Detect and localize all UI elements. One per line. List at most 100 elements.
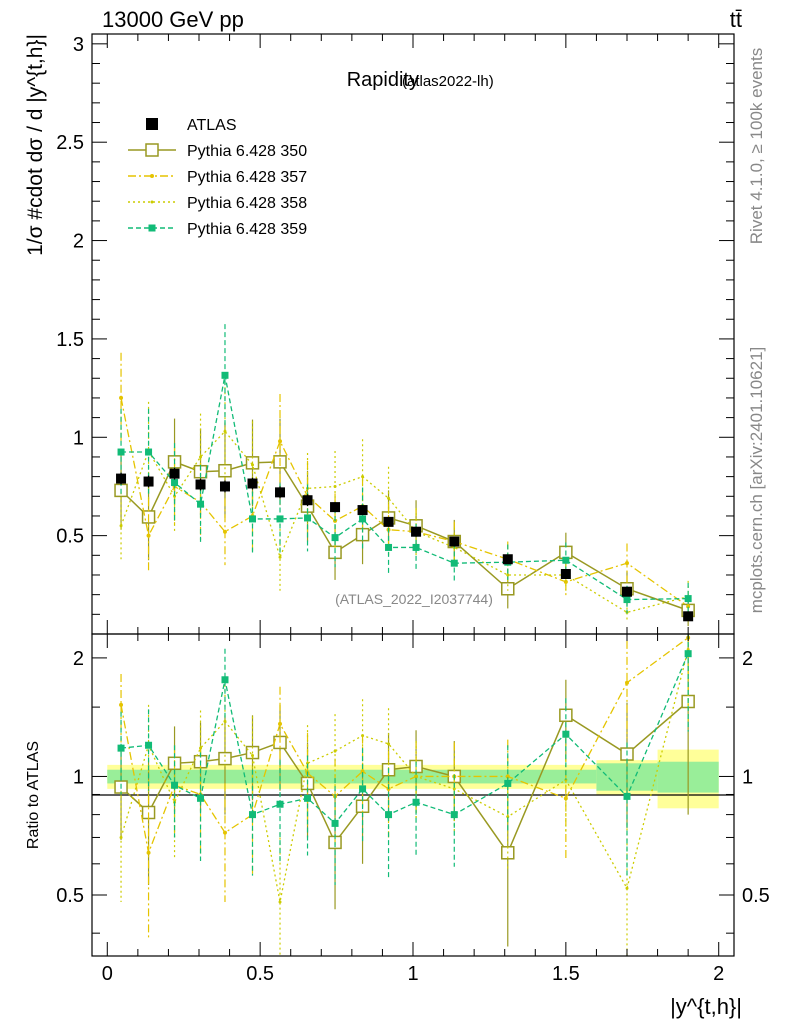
main-marker <box>501 582 515 596</box>
ratio-marker <box>199 746 203 750</box>
ratio-marker <box>145 741 153 749</box>
main-ytick-label: 0.5 <box>56 526 84 548</box>
atlas-point <box>683 611 694 622</box>
atlas-point <box>560 569 571 579</box>
ratio-marker <box>504 779 512 787</box>
x-tick-label: 2 <box>713 963 724 985</box>
ratio-marker <box>331 819 339 827</box>
legend-label: Pythia 6.428 358 <box>187 195 307 212</box>
atlas-point <box>275 487 286 498</box>
main-marker <box>218 463 232 478</box>
legend-marker <box>150 200 154 204</box>
main-line <box>121 375 689 601</box>
watermark: (ATLAS_2022_I2037744) <box>335 591 493 607</box>
main-marker <box>251 463 254 467</box>
side-text-top: Rivet 4.1.0, ≥ 100k events <box>747 48 766 244</box>
ratio-marker <box>359 785 367 793</box>
legend-marker <box>146 118 158 130</box>
atlas-point <box>330 502 341 513</box>
ratio-marker <box>218 751 232 766</box>
main-marker <box>331 534 339 542</box>
main-marker <box>145 448 153 456</box>
main-title: Rapidity <box>347 69 419 91</box>
atlas-point <box>195 479 206 490</box>
ratio-marker <box>361 734 365 738</box>
atlas-point <box>247 478 258 489</box>
legend-marker <box>148 224 156 232</box>
main-marker <box>278 555 282 559</box>
legend-marker <box>150 174 154 178</box>
ratio-marker <box>506 815 510 819</box>
legend-item: Pythia 6.428 350 <box>128 143 307 160</box>
main-marker <box>304 514 312 522</box>
ratio-ytick-label-right: 2 <box>742 648 753 670</box>
ratio-marker <box>146 850 151 855</box>
main-marker <box>249 515 256 523</box>
ratio-marker <box>684 650 692 658</box>
main-ytick-label: 1.5 <box>56 329 84 351</box>
main-marker <box>506 573 510 577</box>
legend: ATLAS Pythia 6.428 350 Pythia 6.428 357 Pyt… <box>128 117 307 238</box>
main-ytick-label: 1 <box>73 427 84 449</box>
main-line <box>120 460 689 612</box>
main-marker <box>625 561 629 566</box>
main-panel: 0.5 1 1.5 2 2.5 3 Rapidity (atlas2022-lh) 1/σ… <box>24 33 735 635</box>
atlas-point <box>219 481 230 492</box>
main-marker <box>412 543 420 551</box>
atlas-point <box>357 505 368 516</box>
legend-label: Pythia 6.428 359 <box>187 221 307 238</box>
ratio-line <box>120 637 689 856</box>
main-marker <box>385 543 393 551</box>
header-right: tt̄ <box>730 7 742 32</box>
main-marker <box>623 596 631 604</box>
main-marker <box>173 494 177 498</box>
main-marker <box>276 515 284 523</box>
atlas-point <box>449 536 460 547</box>
ratio-marker <box>278 721 283 726</box>
main-marker <box>221 371 229 379</box>
ratio-marker <box>197 794 205 802</box>
legend-marker <box>145 143 159 157</box>
x-tick-label: 0.5 <box>246 963 274 985</box>
atlas-point <box>302 495 313 506</box>
main-marker <box>359 515 367 523</box>
legend-label: ATLAS <box>187 117 237 134</box>
legend-label: Pythia 6.428 357 <box>187 169 307 186</box>
ratio-marker <box>333 749 337 753</box>
main-marker <box>119 524 123 528</box>
ratio-marker <box>385 811 393 819</box>
ratio-marker <box>625 886 629 890</box>
ratio-marker <box>276 800 284 808</box>
main-ytick-label: 3 <box>73 34 84 56</box>
legend-item: Pythia 6.428 357 <box>128 169 307 186</box>
x-tick-label: 1.5 <box>552 963 580 985</box>
main-marker <box>222 529 227 534</box>
main-marker <box>684 595 692 603</box>
ratio-marker <box>278 900 282 904</box>
ratio-ytick-label-right: 1 <box>742 766 753 788</box>
atlas-point <box>383 516 394 527</box>
main-marker <box>171 479 179 487</box>
main-ytick-label: 2.5 <box>56 132 84 154</box>
ratio-ylabel: Ratio to ATLAS <box>25 741 42 849</box>
side-text-bottom: mcplots.cern.ch [arXiv:2401.10621] <box>747 347 766 613</box>
ratio-marker <box>117 744 125 752</box>
legend-label: Pythia 6.428 350 <box>187 143 307 160</box>
ratio-ytick-label: 0.5 <box>56 885 84 907</box>
ratio-panel: 0.5 0.5 1 1 2 2 0 0.5 1 1.5 2 Ratio to ATLAS |y^{t… <box>25 633 770 1019</box>
ratio-marker <box>450 811 458 819</box>
main-marker <box>146 533 151 538</box>
main-marker <box>387 496 391 500</box>
atlas-point <box>169 468 180 479</box>
ratio-marker <box>387 742 391 746</box>
ratio-marker <box>452 787 456 791</box>
main-ytick-label: 2 <box>73 231 84 253</box>
main-ylabel: 1/σ #cdot dσ / d |y^{t,h}| <box>24 34 47 256</box>
ratio-marker <box>251 754 254 758</box>
ratio-marker <box>249 811 256 819</box>
ratio-marker <box>562 730 570 738</box>
legend-item: ATLAS <box>146 117 237 134</box>
ratio-marker <box>623 792 631 800</box>
main-marker <box>119 395 124 400</box>
atlas-point <box>502 554 513 565</box>
